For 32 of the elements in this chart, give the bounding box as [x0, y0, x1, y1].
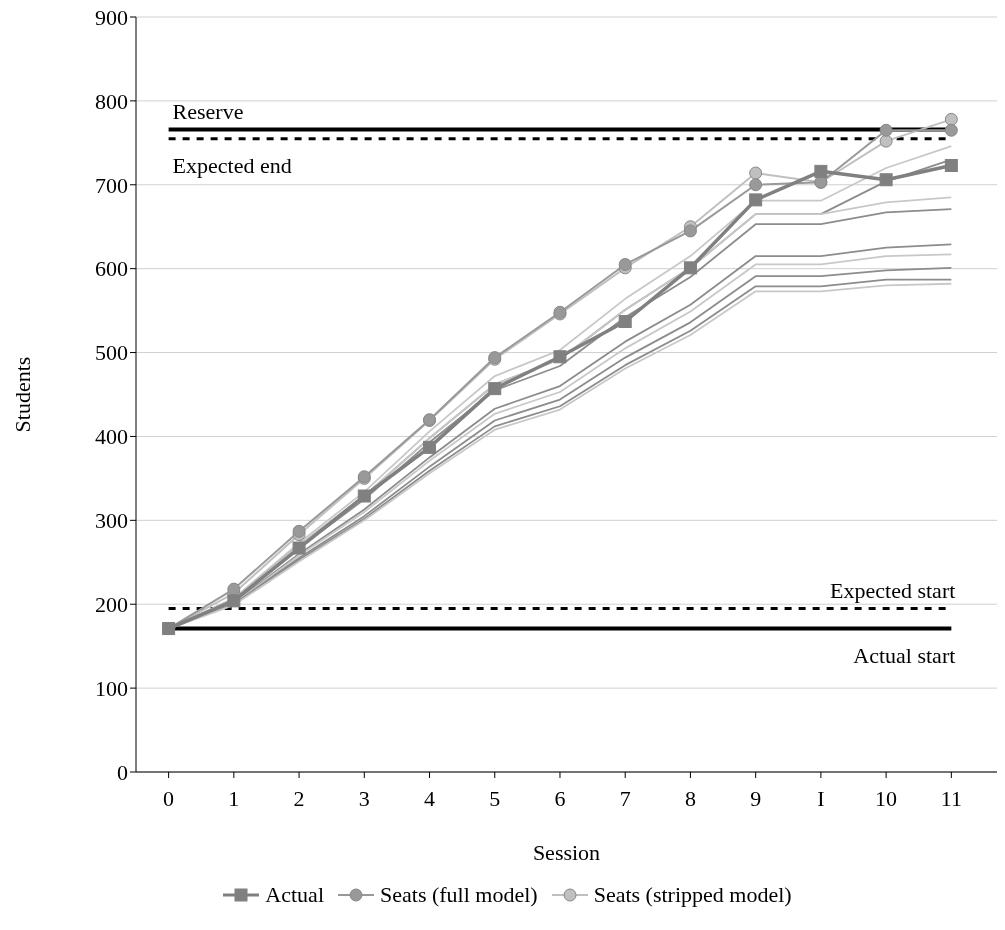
x-tick-label: 10 [875, 785, 898, 811]
x-tick-label: 5 [489, 785, 501, 811]
y-axis-title: Students [9, 356, 35, 433]
y-tick-label: 700 [95, 172, 128, 198]
legend-label: Actual [265, 882, 325, 908]
x-tick-label: 0 [163, 785, 175, 811]
ref-line-label: Expected start [830, 578, 956, 604]
y-tick-label: 0 [117, 759, 128, 785]
ref-line-label: Reserve [172, 99, 244, 125]
ref-line-label: Expected end [172, 152, 292, 178]
x-tick-label: 1 [228, 785, 240, 811]
x-tick-label: 4 [424, 785, 436, 811]
x-tick-label: 6 [554, 785, 566, 811]
ref-line-label: Actual start [853, 642, 956, 668]
x-tick-label: I [817, 785, 825, 811]
x-tick-label: 8 [684, 785, 696, 811]
x-tick-label: 3 [358, 785, 370, 811]
x-axis-title: Session [532, 840, 601, 865]
y-tick-label: 600 [95, 256, 128, 282]
legend-label: Seats (stripped model) [593, 882, 792, 908]
y-tick-label: 200 [95, 592, 128, 618]
legend-label: Seats (full model) [380, 882, 538, 908]
y-tick-label: 300 [95, 508, 128, 534]
y-tick-label: 400 [95, 424, 128, 450]
y-tick-label: 100 [95, 675, 128, 701]
y-tick-label: 500 [95, 340, 128, 366]
y-tick-label: 800 [95, 88, 128, 114]
y-tick-label: 900 [95, 4, 128, 30]
x-tick-label: 7 [619, 785, 631, 811]
x-tick-label: 11 [940, 785, 962, 811]
x-tick-label: 9 [750, 785, 762, 811]
x-tick-label: 2 [293, 785, 305, 811]
